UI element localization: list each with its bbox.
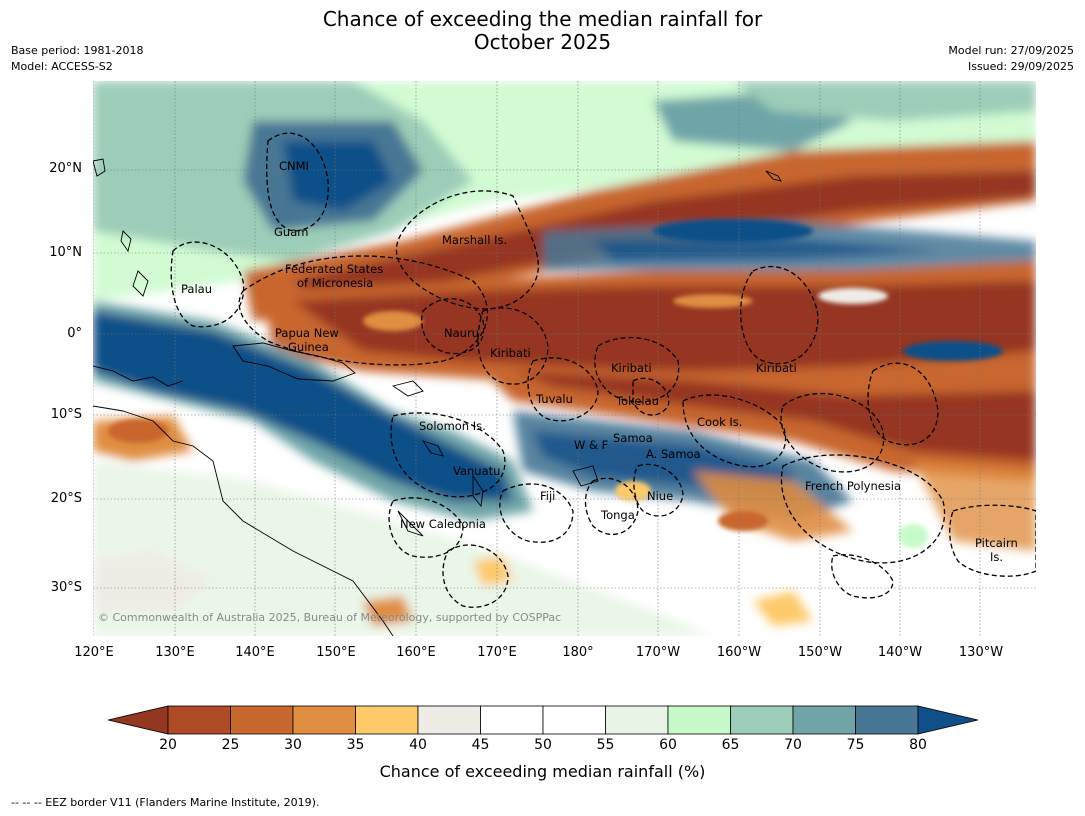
colorbar-segment-35-40 xyxy=(355,705,419,735)
copyright-notice: © Commonwealth of Australia 2025, Bureau… xyxy=(98,611,561,624)
colorbar-segment-50-55 xyxy=(542,705,606,735)
lon-label-150w: 150°W xyxy=(797,645,843,660)
lat-label-10s: 10°S xyxy=(50,407,82,422)
colorbar-tick-60: 60 xyxy=(659,737,677,753)
colorbar-tick-25: 25 xyxy=(221,737,240,753)
label-niue: Niue xyxy=(647,489,673,503)
model-run: Model run: 27/09/2025 xyxy=(948,44,1074,57)
colorbar-tick-35: 35 xyxy=(346,737,365,753)
lon-label-150e: 150°E xyxy=(316,645,356,660)
title-line-1: Chance of exceeding the median rainfall … xyxy=(322,7,763,31)
label-kiribati-east: Kiribati xyxy=(756,361,797,375)
model-info: Base period: 1981-2018 Model: ACCESS-S2 xyxy=(11,43,143,75)
lon-label-170w: 170°W xyxy=(635,645,681,660)
lon-label-180: 180° xyxy=(562,645,594,660)
colorbar-label: Chance of exceeding median rainfall (%) xyxy=(379,762,706,781)
lat-label-30s: 30°S xyxy=(50,580,82,595)
label-cnmi: CNMI xyxy=(279,159,309,173)
colorbar-segment-45-50 xyxy=(480,705,544,735)
rainfall-map[interactable]: CNMI Guam Marshall Is. Federated States … xyxy=(93,81,1036,636)
label-american-samoa: A. Samoa xyxy=(646,447,701,461)
colorbar-tick-65: 65 xyxy=(721,737,740,753)
lat-label-20n: 20°N xyxy=(49,161,82,176)
lon-label-140e: 140°E xyxy=(235,645,275,660)
page-title: Chance of exceeding the median rainfall … xyxy=(0,8,1085,54)
label-solomon-is: Solomon Is. xyxy=(419,419,486,433)
eez-footnote: -- -- -- EEZ border V11 (Flanders Marine… xyxy=(11,796,320,809)
colorbar-segment-30-35 xyxy=(292,705,356,735)
label-new-caledonia: New Caledonia xyxy=(400,517,486,531)
lon-label-130w: 130°W xyxy=(958,645,1004,660)
lat-label-0: 0° xyxy=(67,326,82,341)
colorbar-low-extension xyxy=(108,705,169,735)
label-nauru: Nauru xyxy=(444,326,479,340)
colorbar-segment-25-30 xyxy=(230,705,294,735)
colorbar-tick-50: 50 xyxy=(534,737,552,753)
label-samoa: Samoa xyxy=(613,431,653,445)
issued-date: Issued: 29/09/2025 xyxy=(967,60,1074,73)
rainfall-detail-field xyxy=(108,219,1003,548)
colorbar-segment-65-70 xyxy=(730,705,794,735)
colorbar-segment-75-80 xyxy=(855,705,919,735)
label-fsm-line1: Federated States xyxy=(285,262,383,276)
lat-label-10n: 10°N xyxy=(49,245,82,260)
colorbar-tick-40: 40 xyxy=(409,737,427,753)
colorbar-segment-70-75 xyxy=(792,705,856,735)
colorbar-tick-75: 75 xyxy=(846,737,865,753)
lon-label-160e: 160°E xyxy=(396,645,436,660)
title-line-2: October 2025 xyxy=(473,30,612,54)
label-french-polynesia: French Polynesia xyxy=(805,479,901,493)
label-tonga: Tonga xyxy=(600,508,635,522)
label-png-line2: Guinea xyxy=(288,340,329,354)
colorbar-high-extension xyxy=(917,705,978,735)
colorbar-tick-55: 55 xyxy=(596,737,615,753)
colorbar-segment-60-65 xyxy=(667,705,731,735)
label-wallis-futuna: W & F xyxy=(574,438,608,452)
colorbar-tick-70: 70 xyxy=(784,737,802,753)
lon-label-140w: 140°W xyxy=(877,645,923,660)
label-pitcairn-line2: Is. xyxy=(990,550,1003,564)
colorbar-tick-80: 80 xyxy=(909,737,927,753)
label-marshall-is: Marshall Is. xyxy=(442,233,507,247)
colorbar-segment-40-45 xyxy=(417,705,481,735)
label-fsm-line2: of Micronesia xyxy=(297,276,373,290)
colorbar-tick-45: 45 xyxy=(471,737,490,753)
label-palau: Palau xyxy=(181,282,212,296)
lon-label-170e: 170°E xyxy=(477,645,517,660)
model-name: Model: ACCESS-S2 xyxy=(11,60,113,73)
lat-label-20s: 20°S xyxy=(50,491,82,506)
label-tuvalu: Tuvalu xyxy=(535,392,573,406)
colorbar-tick-20: 20 xyxy=(159,737,177,753)
run-info: Model run: 27/09/2025 Issued: 29/09/2025 xyxy=(948,43,1074,75)
label-tokelau: Tokelau xyxy=(615,394,659,408)
label-cook-is: Cook Is. xyxy=(697,415,742,429)
lon-label-120e: 120°E xyxy=(74,645,114,660)
base-period: Base period: 1981-2018 xyxy=(11,44,144,57)
label-kiribati-west: Kiribati xyxy=(490,346,531,360)
eez-borders xyxy=(170,132,1036,608)
label-fiji: Fiji xyxy=(540,489,555,503)
lon-label-130e: 130°E xyxy=(155,645,195,660)
label-pitcairn-line1: Pitcairn xyxy=(975,536,1018,550)
colorbar xyxy=(108,705,978,735)
lon-label-160w: 160°W xyxy=(716,645,762,660)
colorbar-segment-55-60 xyxy=(605,705,669,735)
colorbar-segment-20-25 xyxy=(167,705,231,735)
graticule xyxy=(93,81,1036,636)
label-kiribati-central: Kiribati xyxy=(611,361,652,375)
label-png-line1: Papua New xyxy=(275,326,339,340)
coastlines xyxy=(93,158,782,636)
label-guam: Guam xyxy=(274,225,308,239)
rainfall-probability-field xyxy=(93,81,1036,636)
label-vanuatu: Vanuatu xyxy=(453,464,500,478)
colorbar-tick-30: 30 xyxy=(284,737,302,753)
